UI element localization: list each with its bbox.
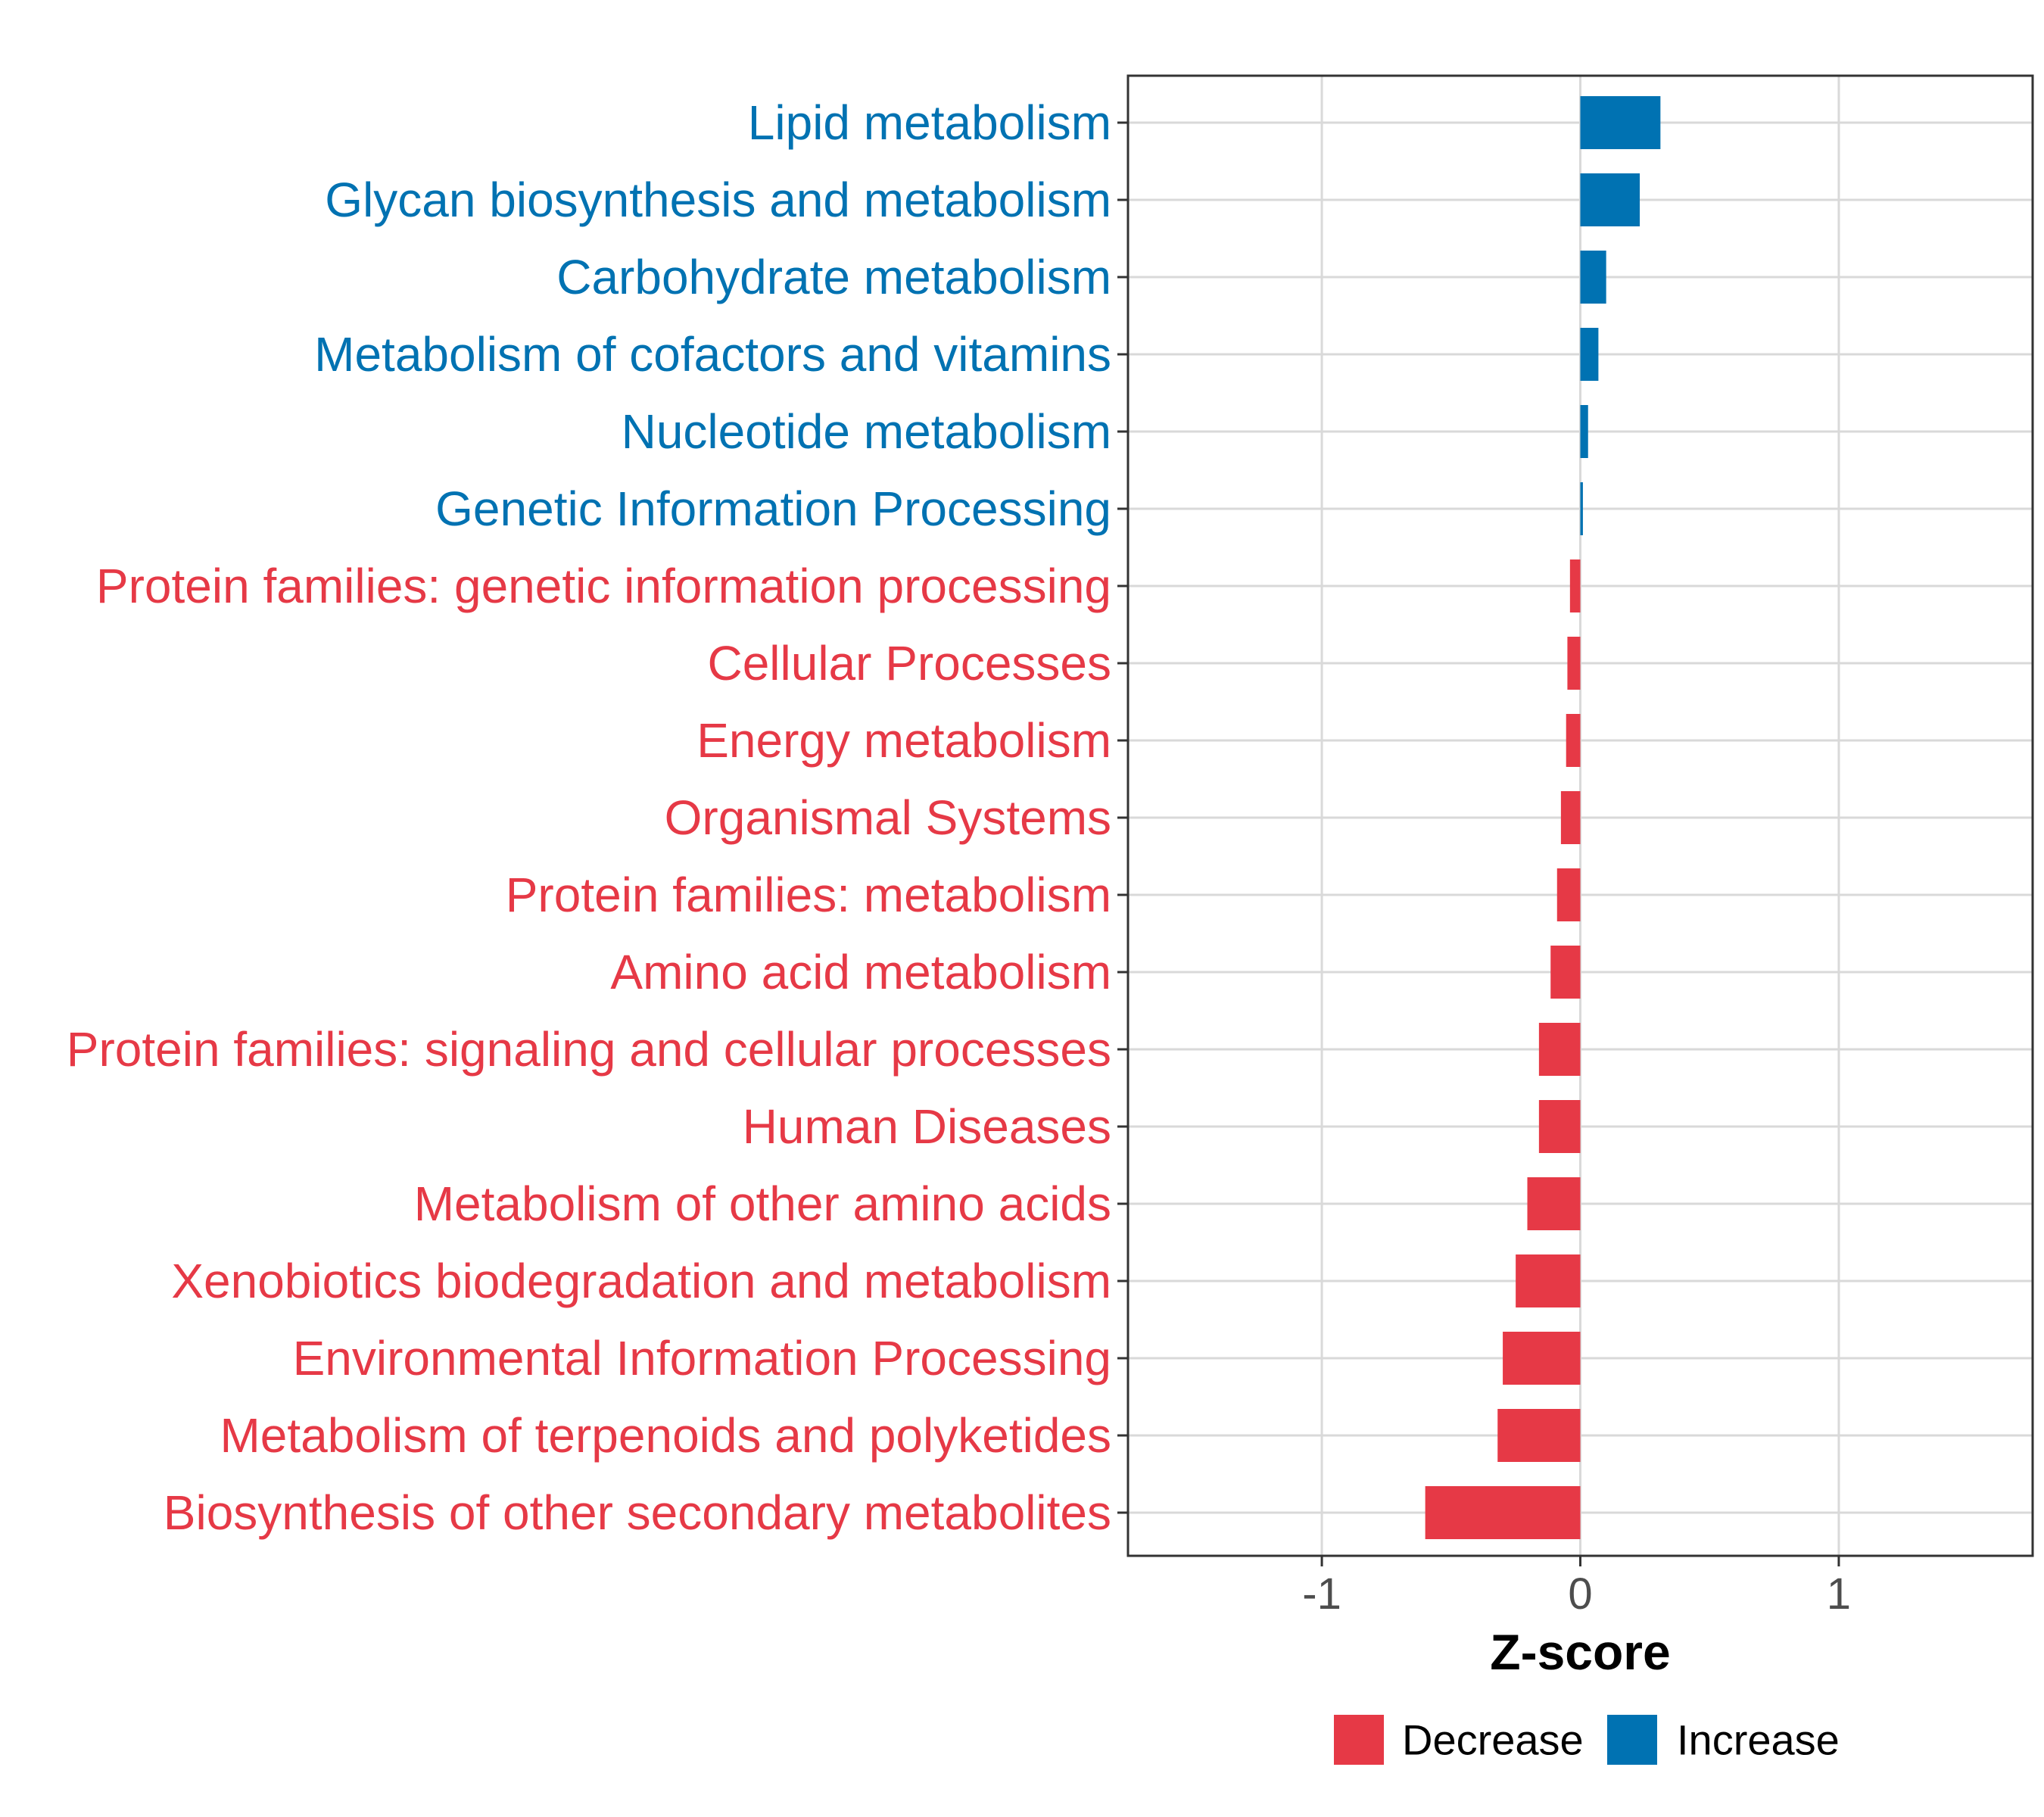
x-tick-label: 0: [1568, 1569, 1592, 1619]
category-label: Environmental Information Processing: [293, 1331, 1111, 1385]
bar: [1538, 1100, 1581, 1153]
x-axis-title: Z-score: [1490, 1624, 1670, 1680]
category-label: Metabolism of terpenoids and polyketides: [220, 1408, 1111, 1463]
bar: [1580, 405, 1588, 458]
bar: [1580, 328, 1599, 381]
category-label: Energy metabolism: [696, 713, 1111, 768]
category-label: Nucleotide metabolism: [622, 404, 1111, 459]
bar: [1538, 1023, 1581, 1076]
category-label: Amino acid metabolism: [610, 945, 1111, 999]
category-label-layer: Lipid metabolism Glycan biosynthesis and …: [67, 95, 1111, 1540]
bar: [1516, 1254, 1581, 1307]
category-label: Protein families: metabolism: [506, 868, 1111, 922]
bar: [1550, 946, 1581, 999]
bar: [1556, 868, 1581, 921]
category-label: Biosynthesis of other secondary metaboli…: [164, 1485, 1111, 1540]
bar: [1580, 173, 1640, 226]
x-tick-label: -1: [1302, 1569, 1341, 1619]
bar: [1566, 714, 1581, 767]
bar: [1560, 791, 1581, 844]
legend-label-increase: Increase: [1677, 1716, 1840, 1764]
category-label: Metabolism of other amino acids: [414, 1177, 1111, 1231]
tick-layer: -1 0 1: [1117, 121, 1851, 1619]
category-label: Metabolism of cofactors and vitamins: [314, 327, 1111, 382]
bar: [1527, 1177, 1581, 1230]
category-label: Cellular Processes: [707, 636, 1111, 690]
bar: [1569, 559, 1581, 612]
category-label: Glycan biosynthesis and metabolism: [325, 173, 1111, 227]
category-label: Genetic Information Processing: [435, 482, 1111, 536]
category-label: Protein families: signaling and cellular…: [67, 1022, 1111, 1077]
bar: [1425, 1486, 1581, 1539]
legend-swatch-decrease: [1334, 1715, 1384, 1765]
category-label: Organismal Systems: [665, 790, 1111, 845]
bar: [1580, 96, 1661, 149]
bar: [1580, 482, 1583, 535]
legend: Decrease Increase: [1334, 1715, 1840, 1765]
category-label: Lipid metabolism: [748, 95, 1111, 150]
category-label: Protein families: genetic information pr…: [96, 559, 1111, 613]
bar: [1497, 1409, 1581, 1462]
legend-swatch-increase: [1607, 1715, 1657, 1765]
legend-label-decrease: Decrease: [1402, 1716, 1584, 1764]
x-tick-label: 1: [1827, 1569, 1851, 1619]
bar-layer: [1425, 96, 1661, 1539]
bar: [1567, 637, 1581, 690]
category-label: Human Diseases: [743, 1099, 1111, 1154]
bar: [1503, 1332, 1581, 1385]
category-label: Carbohydrate metabolism: [556, 250, 1111, 304]
category-label: Xenobiotics biodegradation and metabolis…: [171, 1254, 1111, 1308]
bar: [1580, 251, 1606, 304]
